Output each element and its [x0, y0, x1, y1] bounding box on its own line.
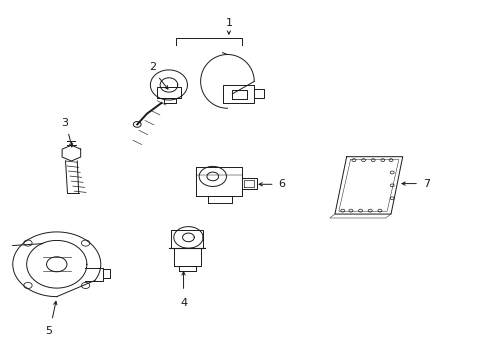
- Text: 5: 5: [45, 326, 52, 336]
- Text: 4: 4: [180, 298, 187, 308]
- Text: 6: 6: [278, 179, 285, 189]
- Text: 1: 1: [225, 18, 232, 28]
- Text: 7: 7: [422, 179, 429, 189]
- Text: 3: 3: [61, 118, 68, 128]
- Text: 2: 2: [149, 62, 156, 72]
